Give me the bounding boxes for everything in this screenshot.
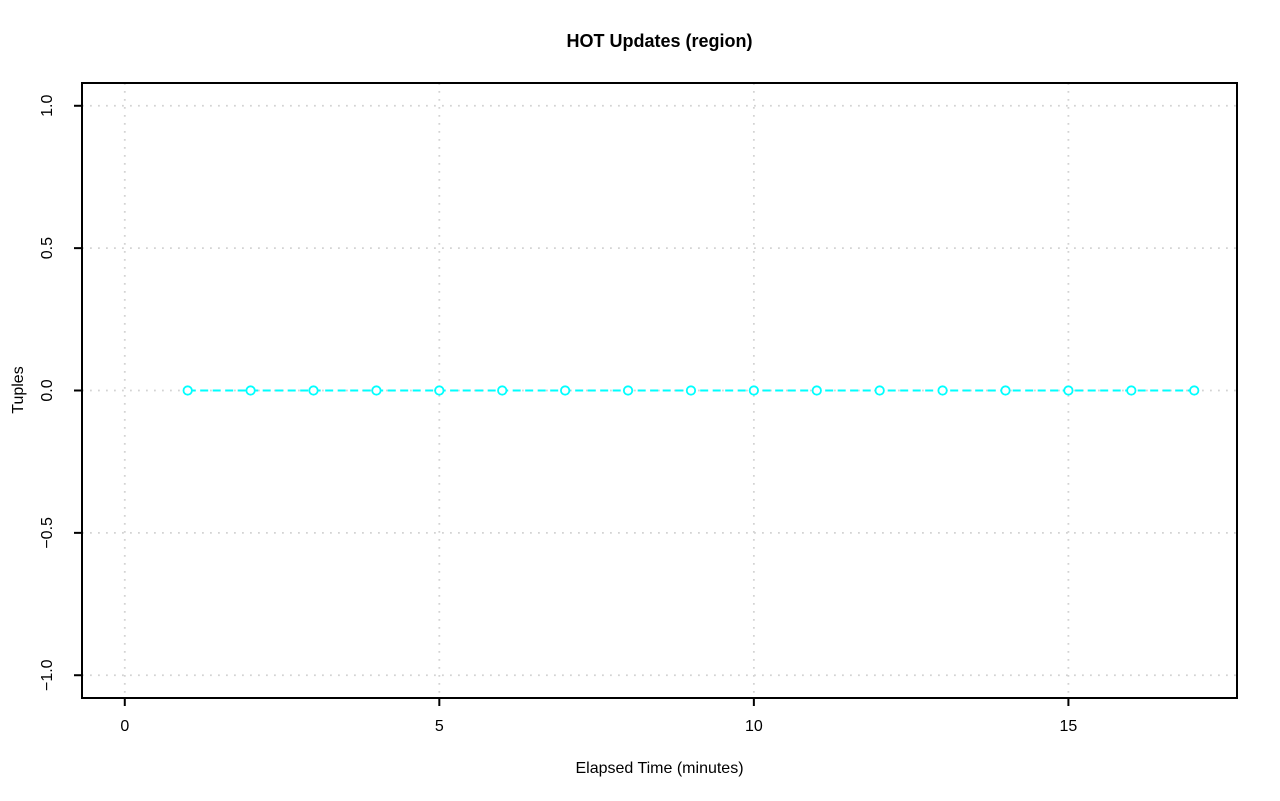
data-point — [245, 385, 256, 396]
data-point — [560, 385, 571, 396]
chart-title: HOT Updates (region) — [566, 31, 753, 51]
data-point — [622, 385, 634, 396]
data-point — [937, 385, 948, 396]
x-tick-label: 15 — [1060, 718, 1078, 735]
data-point — [182, 385, 193, 396]
y-tick-label: −0.5 — [39, 517, 56, 549]
data-point — [811, 385, 822, 396]
data-point — [434, 385, 445, 396]
data-point — [1189, 385, 1200, 396]
data-point — [1063, 385, 1074, 396]
y-axis-label: Tuples — [10, 366, 27, 414]
data-point — [497, 385, 508, 396]
data-point — [1000, 385, 1011, 396]
data-point — [1126, 385, 1137, 396]
data-point — [874, 385, 885, 396]
y-tick-label: 1.0 — [39, 95, 56, 117]
y-tick-label: −1.0 — [39, 659, 56, 691]
y-tick-label: 0.0 — [39, 379, 56, 401]
data-point — [371, 385, 382, 396]
y-tick-label: 0.5 — [39, 237, 56, 259]
x-tick-label: 5 — [435, 718, 444, 735]
data-point — [685, 385, 697, 396]
data-point — [748, 385, 759, 396]
data-point — [308, 385, 319, 396]
x-tick-label: 10 — [745, 718, 763, 735]
x-tick-label: 0 — [120, 718, 129, 735]
x-axis-label: Elapsed Time (minutes) — [575, 760, 744, 777]
